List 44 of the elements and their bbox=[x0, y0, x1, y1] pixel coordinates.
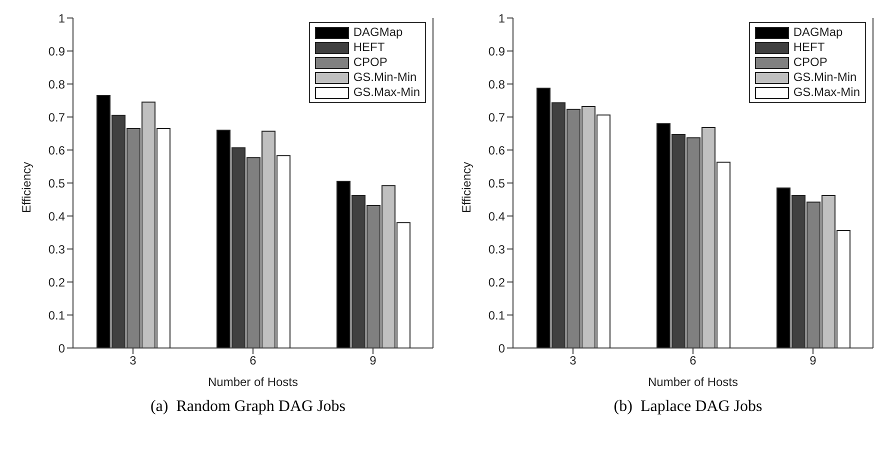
y-tick-label: 0.3 bbox=[48, 242, 66, 256]
y-tick-label: 0.8 bbox=[48, 77, 66, 92]
y-axis-title: Efficiency bbox=[19, 162, 34, 213]
x-tick-label: 6 bbox=[690, 354, 697, 368]
legend-label: GS.Max-Min bbox=[793, 85, 860, 100]
legend-label: CPOP bbox=[353, 55, 388, 70]
y-tick-label: 0.2 bbox=[48, 275, 66, 290]
text: (b) Laplace DAG Jobs bbox=[612, 398, 764, 416]
x-axis-title: Number of Hosts bbox=[648, 375, 738, 389]
y-tick-label: 0.5 bbox=[488, 176, 506, 190]
y-axis-title: Efficiency bbox=[459, 162, 474, 213]
y-tick-label: 0.9 bbox=[48, 44, 66, 58]
y-tick-label: 0.1 bbox=[48, 308, 66, 322]
x-tick-label: 3 bbox=[130, 354, 137, 368]
y-tick-label: 0.2 bbox=[488, 275, 506, 290]
y-tick-label: 0.4 bbox=[488, 209, 506, 224]
legend-label: HEFT bbox=[793, 40, 825, 55]
x-tick-label: 9 bbox=[370, 354, 377, 368]
y-tick-label: 0.1 bbox=[488, 308, 506, 322]
y-tick-label: 0.9 bbox=[488, 44, 506, 58]
x-axis-title: Number of Hosts bbox=[208, 375, 298, 389]
y-tick-label: 0.3 bbox=[488, 242, 506, 256]
x-tick-label: 3 bbox=[570, 354, 577, 368]
legend-label: GS.Min-Min bbox=[353, 70, 417, 85]
legend-label: GS.Max-Min bbox=[353, 85, 420, 100]
y-tick-label: 0.6 bbox=[48, 143, 66, 158]
y-tick-label: 1 bbox=[498, 11, 506, 26]
legend-label: CPOP bbox=[793, 55, 828, 70]
x-tick-label: 6 bbox=[250, 354, 257, 368]
y-tick-label: 0 bbox=[58, 341, 66, 356]
y-tick-label: 0.4 bbox=[48, 209, 66, 224]
x-tick-label: 9 bbox=[810, 354, 817, 368]
legend-label: GS.Min-Min bbox=[793, 70, 857, 85]
legend-label: DAGMap bbox=[793, 25, 843, 40]
text: (a) Random Graph DAG Jobs bbox=[149, 398, 347, 416]
y-tick-label: 0.5 bbox=[48, 176, 66, 190]
y-tick-label: 0.7 bbox=[48, 110, 66, 124]
y-tick-label: 0.8 bbox=[488, 77, 506, 92]
y-tick-label: 1 bbox=[58, 11, 66, 26]
y-tick-label: 0.6 bbox=[488, 143, 506, 158]
legend-label: DAGMap bbox=[353, 25, 403, 40]
y-tick-label: 0.7 bbox=[488, 110, 506, 124]
legend-label: HEFT bbox=[353, 40, 385, 55]
y-tick-label: 0 bbox=[498, 341, 506, 356]
